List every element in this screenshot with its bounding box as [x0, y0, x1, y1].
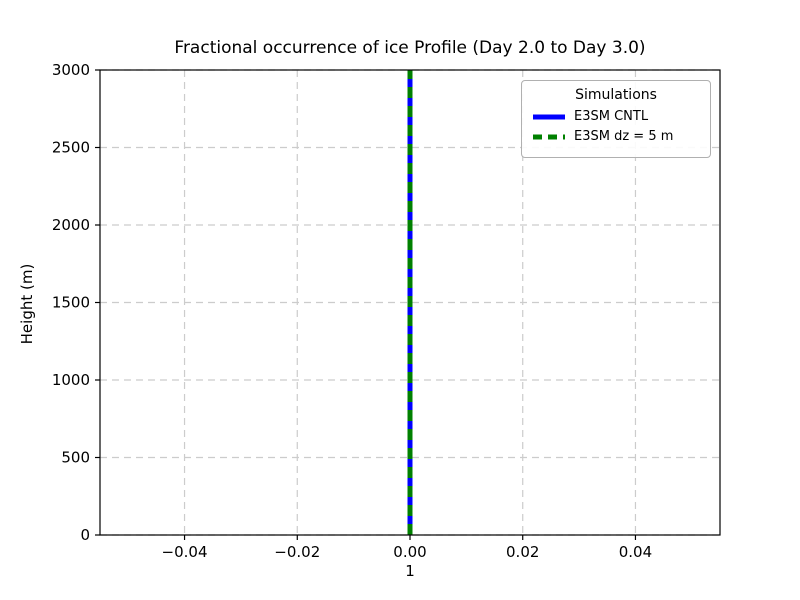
- x-tick-label: 0.02: [506, 543, 539, 561]
- x-tick-label: −0.02: [274, 543, 320, 561]
- legend-label: E3SM CNTL: [574, 109, 649, 124]
- chart-title: Fractional occurrence of ice Profile (Da…: [174, 38, 646, 58]
- y-tick-label: 1000: [52, 371, 90, 389]
- legend: Simulations E3SM CNTL E3SM dz = 5 m: [521, 80, 711, 158]
- solid-line-icon: [533, 114, 565, 119]
- y-tick-label: 1500: [52, 294, 90, 312]
- x-tick-label: −0.04: [162, 543, 208, 561]
- y-tick-label: 2000: [52, 216, 90, 234]
- y-tick-label: 0: [80, 526, 90, 544]
- x-tick-label: 0.04: [619, 543, 652, 561]
- y-tick-label: 2500: [52, 139, 90, 157]
- legend-label: E3SM dz = 5 m: [574, 129, 674, 144]
- legend-entry-e3sm-dz5m: E3SM dz = 5 m: [532, 129, 700, 144]
- legend-entry-e3sm-cntl: E3SM CNTL: [532, 109, 700, 124]
- x-tick-label: 0.00: [393, 543, 426, 561]
- legend-title: Simulations: [575, 87, 657, 103]
- y-axis-label: Height (m): [18, 263, 36, 345]
- y-tick-label: 3000: [52, 61, 90, 79]
- dashed-line-icon: [533, 134, 565, 139]
- y-tick-label: 500: [61, 449, 90, 467]
- x-axis-label: 1: [405, 562, 415, 580]
